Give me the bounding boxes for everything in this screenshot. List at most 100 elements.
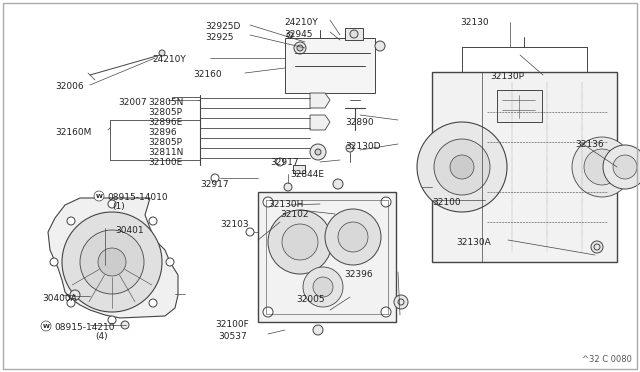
Circle shape [149, 299, 157, 307]
Text: 32006: 32006 [55, 82, 84, 91]
Text: 32130: 32130 [460, 18, 488, 27]
Text: 32890: 32890 [345, 118, 374, 127]
Text: 32917: 32917 [200, 180, 228, 189]
Text: 32130P: 32130P [490, 72, 524, 81]
Bar [497, 90, 542, 122]
Circle shape [333, 179, 343, 189]
Circle shape [263, 307, 273, 317]
Circle shape [287, 32, 293, 38]
Circle shape [70, 290, 80, 300]
Text: 24210Y: 24210Y [284, 18, 317, 27]
Circle shape [62, 212, 162, 312]
Text: 32811N: 32811N [148, 148, 184, 157]
Circle shape [315, 149, 321, 155]
Text: 32805P: 32805P [148, 108, 182, 117]
Text: 32100F: 32100F [215, 320, 249, 329]
Circle shape [303, 267, 343, 307]
Text: 32100: 32100 [432, 198, 461, 207]
Text: W: W [95, 193, 102, 199]
Text: 32805P: 32805P [148, 138, 182, 147]
Circle shape [591, 241, 603, 253]
Circle shape [121, 321, 129, 329]
Circle shape [603, 145, 640, 189]
Circle shape [417, 122, 507, 212]
Circle shape [268, 210, 332, 274]
Text: ^32 C 0080: ^32 C 0080 [582, 355, 632, 364]
Text: 32896E: 32896E [148, 118, 182, 127]
Bar [345, 28, 363, 40]
Circle shape [584, 149, 620, 185]
Circle shape [276, 158, 284, 166]
Circle shape [450, 155, 474, 179]
Text: 08915-14210: 08915-14210 [54, 323, 115, 332]
Text: 30537: 30537 [218, 332, 247, 341]
Circle shape [108, 316, 116, 324]
Text: W: W [43, 324, 49, 328]
Polygon shape [48, 198, 178, 318]
Text: 32130A: 32130A [456, 238, 491, 247]
Circle shape [67, 299, 75, 307]
Circle shape [572, 137, 632, 197]
Text: (4): (4) [95, 332, 108, 341]
Polygon shape [310, 115, 330, 130]
Circle shape [313, 277, 333, 297]
Circle shape [50, 258, 58, 266]
Text: 32805N: 32805N [148, 98, 184, 107]
Text: (1): (1) [112, 202, 125, 211]
Circle shape [381, 307, 391, 317]
Circle shape [284, 183, 292, 191]
Circle shape [166, 258, 174, 266]
Text: 32396: 32396 [344, 270, 372, 279]
Text: 08915-14010: 08915-14010 [107, 193, 168, 202]
Text: 32945: 32945 [284, 30, 312, 39]
Text: 32007: 32007 [118, 98, 147, 107]
Circle shape [94, 191, 104, 201]
Circle shape [294, 42, 306, 54]
Bar [285, 38, 375, 93]
Bar [432, 72, 617, 262]
Circle shape [98, 248, 126, 276]
Circle shape [211, 174, 219, 182]
Circle shape [394, 295, 408, 309]
Text: 32925D: 32925D [205, 22, 241, 31]
Circle shape [159, 50, 165, 56]
Circle shape [246, 228, 254, 236]
Text: 30400A: 30400A [42, 294, 77, 303]
Circle shape [149, 217, 157, 225]
Bar [258, 192, 396, 322]
Text: 32130H: 32130H [268, 200, 303, 209]
Circle shape [80, 230, 144, 294]
Circle shape [313, 325, 323, 335]
Circle shape [41, 321, 51, 331]
Circle shape [67, 217, 75, 225]
Circle shape [297, 45, 303, 51]
Circle shape [310, 144, 326, 160]
Text: 32100E: 32100E [148, 158, 182, 167]
Text: 32160: 32160 [193, 70, 221, 79]
Text: 32160M: 32160M [55, 128, 92, 137]
Text: 32896: 32896 [148, 128, 177, 137]
Circle shape [346, 144, 354, 152]
Text: 32136: 32136 [575, 140, 604, 149]
Bar [293, 165, 305, 173]
Circle shape [434, 139, 490, 195]
Text: 32130D: 32130D [345, 142, 381, 151]
Circle shape [282, 224, 318, 260]
Text: 32925: 32925 [205, 33, 234, 42]
Circle shape [338, 222, 368, 252]
Circle shape [350, 30, 358, 38]
Text: 32102: 32102 [280, 210, 308, 219]
Text: 32005: 32005 [296, 295, 324, 304]
Text: 30401: 30401 [115, 226, 143, 235]
Circle shape [375, 41, 385, 51]
Text: 32844E: 32844E [290, 170, 324, 179]
Circle shape [108, 200, 116, 208]
Circle shape [325, 209, 381, 265]
Circle shape [263, 197, 273, 207]
Text: 32917: 32917 [270, 158, 299, 167]
Text: 32103: 32103 [220, 220, 248, 229]
Text: 24210Y: 24210Y [152, 55, 186, 64]
Circle shape [381, 197, 391, 207]
Circle shape [613, 155, 637, 179]
Polygon shape [310, 93, 330, 108]
